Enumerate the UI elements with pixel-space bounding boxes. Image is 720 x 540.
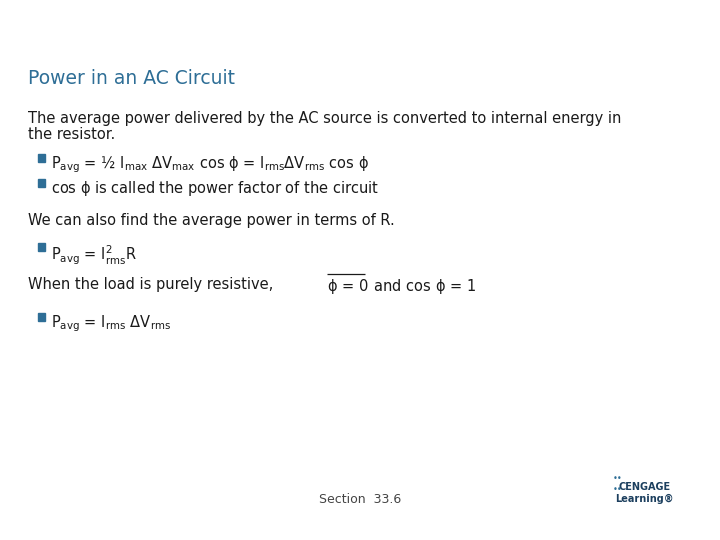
Polygon shape	[72, 0, 274, 48]
Bar	[38, 313, 45, 321]
Text: and cos $\mathsf{\phi}$ = 1: and cos $\mathsf{\phi}$ = 1	[369, 278, 476, 296]
Polygon shape	[547, 0, 720, 48]
Text: Power in an AC Circuit: Power in an AC Circuit	[28, 69, 235, 89]
Text: the resistor.: the resistor.	[28, 127, 115, 143]
Text: When the load is purely resistive,: When the load is purely resistive,	[28, 278, 282, 292]
Polygon shape	[0, 0, 130, 48]
Text: $\mathsf{\phi}$ = 0: $\mathsf{\phi}$ = 0	[327, 278, 369, 296]
Text: cos $\mathsf{\phi}$ is called the power factor of the circuit: cos $\mathsf{\phi}$ is called the power …	[51, 179, 379, 198]
Bar	[38, 244, 45, 251]
Text: ••
••: •• ••	[613, 474, 623, 494]
Text: The average power delivered by the AC source is converted to internal energy in: The average power delivered by the AC so…	[28, 111, 621, 126]
Bar	[38, 154, 45, 163]
Polygon shape	[331, 0, 518, 48]
Polygon shape	[202, 0, 418, 48]
Polygon shape	[432, 0, 634, 48]
Text: $\mathsf{P_{avg}}$ = $\mathsf{I^2_{rms}}$R: $\mathsf{P_{avg}}$ = $\mathsf{I^2_{rms}}…	[51, 244, 137, 267]
Text: Section  33.6: Section 33.6	[319, 493, 401, 506]
Text: CENGAGE
Learning®: CENGAGE Learning®	[615, 482, 674, 504]
Bar	[38, 179, 45, 187]
Text: We can also find the average power in terms of R.: We can also find the average power in te…	[28, 213, 395, 228]
Text: $\mathsf{P_{avg}}$ = ½ $\mathsf{I_{max}}$ $\mathsf{\Delta V_{max}}$ cos $\mathsf: $\mathsf{P_{avg}}$ = ½ $\mathsf{I_{max}}…	[51, 154, 369, 175]
Text: $\mathsf{P_{avg}}$ = $\mathsf{I_{rms}}$ $\mathsf{\Delta V_{rms}}$: $\mathsf{P_{avg}}$ = $\mathsf{I_{rms}}$ …	[51, 313, 171, 334]
